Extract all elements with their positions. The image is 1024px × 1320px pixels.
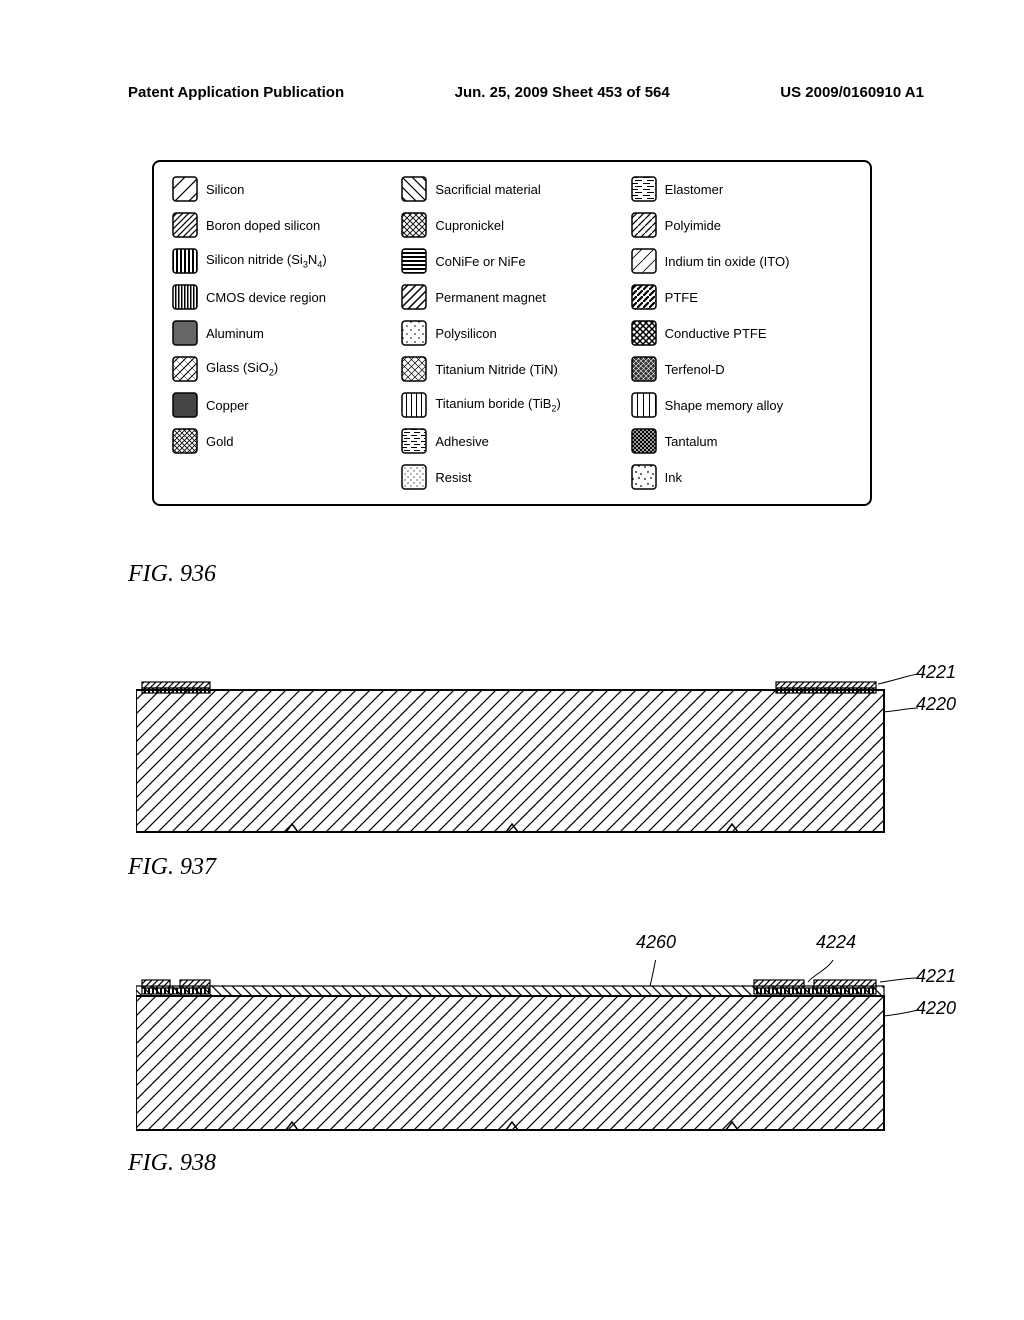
reflabel-4220b: 4220 [916,998,956,1019]
reflabel-4221b: 4221 [916,966,956,987]
legend-label: Silicon nitride (Si3N4) [206,252,327,270]
legend-label: CoNiFe or NiFe [435,254,525,269]
legend-label: Titanium Nitride (TiN) [435,362,558,377]
legend-swatch-icon [631,356,657,382]
legend-item: CMOS device region [172,284,393,310]
fig937-svg [136,672,1006,852]
legend-swatch-icon [401,212,427,238]
legend-swatch-icon [172,392,198,418]
legend-item: Silicon nitride (Si3N4) [172,248,393,274]
header-left: Patent Application Publication [128,84,344,101]
legend-item: Tantalum [631,428,852,454]
legend-item: CoNiFe or NiFe [401,248,622,274]
legend-item: Titanium boride (TiB2) [401,392,622,418]
legend-label: Cupronickel [435,218,504,233]
legend-item: Silicon [172,176,393,202]
legend-item: Titanium Nitride (TiN) [401,356,622,382]
fig937-diagram: 4221 4220 [136,672,884,832]
legend-swatch-icon [631,212,657,238]
legend-item: Sacrificial material [401,176,622,202]
legend-item: Polyimide [631,212,852,238]
legend-item: Conductive PTFE [631,320,852,346]
legend-label: Boron doped silicon [206,218,320,233]
legend-swatch-icon [631,392,657,418]
legend-item: Copper [172,392,393,418]
legend-label: PTFE [665,290,698,305]
fig938-diagram: 4260 4224 4221 4220 [136,960,884,1130]
legend-label: Terfenol-D [665,362,725,377]
legend-label: Ink [665,470,682,485]
legend-item: Shape memory alloy [631,392,852,418]
legend-swatch-icon [631,320,657,346]
legend-item: Polysilicon [401,320,622,346]
legend-label: Polyimide [665,218,721,233]
legend-label: CMOS device region [206,290,326,305]
legend-label: Indium tin oxide (ITO) [665,254,790,269]
header-right: US 2009/0160910 A1 [780,84,924,101]
legend-label: Titanium boride (TiB2) [435,396,560,414]
fig937-caption: FIG. 937 [128,854,216,881]
legend-item: Elastomer [631,176,852,202]
legend-item: Aluminum [172,320,393,346]
legend-label: Elastomer [665,182,724,197]
legend-label: Permanent magnet [435,290,546,305]
legend-item: Boron doped silicon [172,212,393,238]
reflabel-4224: 4224 [816,932,856,953]
legend-item: Glass (SiO2) [172,356,393,382]
legend-swatch-icon [401,356,427,382]
legend-swatch-icon [172,356,198,382]
legend-item: Resist [401,464,622,490]
legend-label: Shape memory alloy [665,398,784,413]
legend-swatch-icon [401,464,427,490]
legend-box: Silicon Sacrificial material Elastomer Boro… [152,160,872,506]
fig936-caption: FIG. 936 [128,561,216,588]
legend-label: Resist [435,470,471,485]
legend-label: Aluminum [206,326,264,341]
legend-item: Terfenol-D [631,356,852,382]
legend-label: Silicon [206,182,244,197]
reflabel-4220: 4220 [916,694,956,715]
legend-swatch-icon [401,284,427,310]
legend-item: PTFE [631,284,852,310]
legend-label: Tantalum [665,434,718,449]
legend-label: Copper [206,398,249,413]
legend-label: Conductive PTFE [665,326,767,341]
legend-swatch-icon [401,320,427,346]
legend-swatch-icon [172,428,198,454]
legend-swatch-icon [401,176,427,202]
legend-item: Permanent magnet [401,284,622,310]
legend-swatch-icon [172,212,198,238]
legend-swatch-icon [172,284,198,310]
legend-swatch-icon [631,464,657,490]
legend-swatch-icon [631,428,657,454]
legend-item: Ink [631,464,852,490]
legend-swatch-icon [401,248,427,274]
reflabel-4260: 4260 [636,932,676,953]
legend-swatch-icon [172,248,198,274]
fig938-svg [136,960,1006,1160]
legend-swatch-icon [172,176,198,202]
legend-swatch-icon [631,176,657,202]
page-header: Patent Application Publication Jun. 25, … [128,84,924,101]
legend-label: Adhesive [435,434,488,449]
header-center: Jun. 25, 2009 Sheet 453 of 564 [455,84,670,101]
legend-label: Sacrificial material [435,182,540,197]
legend-item: Indium tin oxide (ITO) [631,248,852,274]
legend-swatch-icon [631,284,657,310]
legend-swatch-icon [631,248,657,274]
legend-item [172,464,393,490]
fig938-caption: FIG. 938 [128,1150,216,1177]
legend-label: Gold [206,434,233,449]
legend-label: Polysilicon [435,326,496,341]
legend-swatch-icon [172,320,198,346]
legend-swatch-icon [401,428,427,454]
legend-label: Glass (SiO2) [206,360,278,378]
legend-swatch-icon [401,392,427,418]
legend-item: Gold [172,428,393,454]
legend-item: Cupronickel [401,212,622,238]
legend-item: Adhesive [401,428,622,454]
reflabel-4221: 4221 [916,662,956,683]
